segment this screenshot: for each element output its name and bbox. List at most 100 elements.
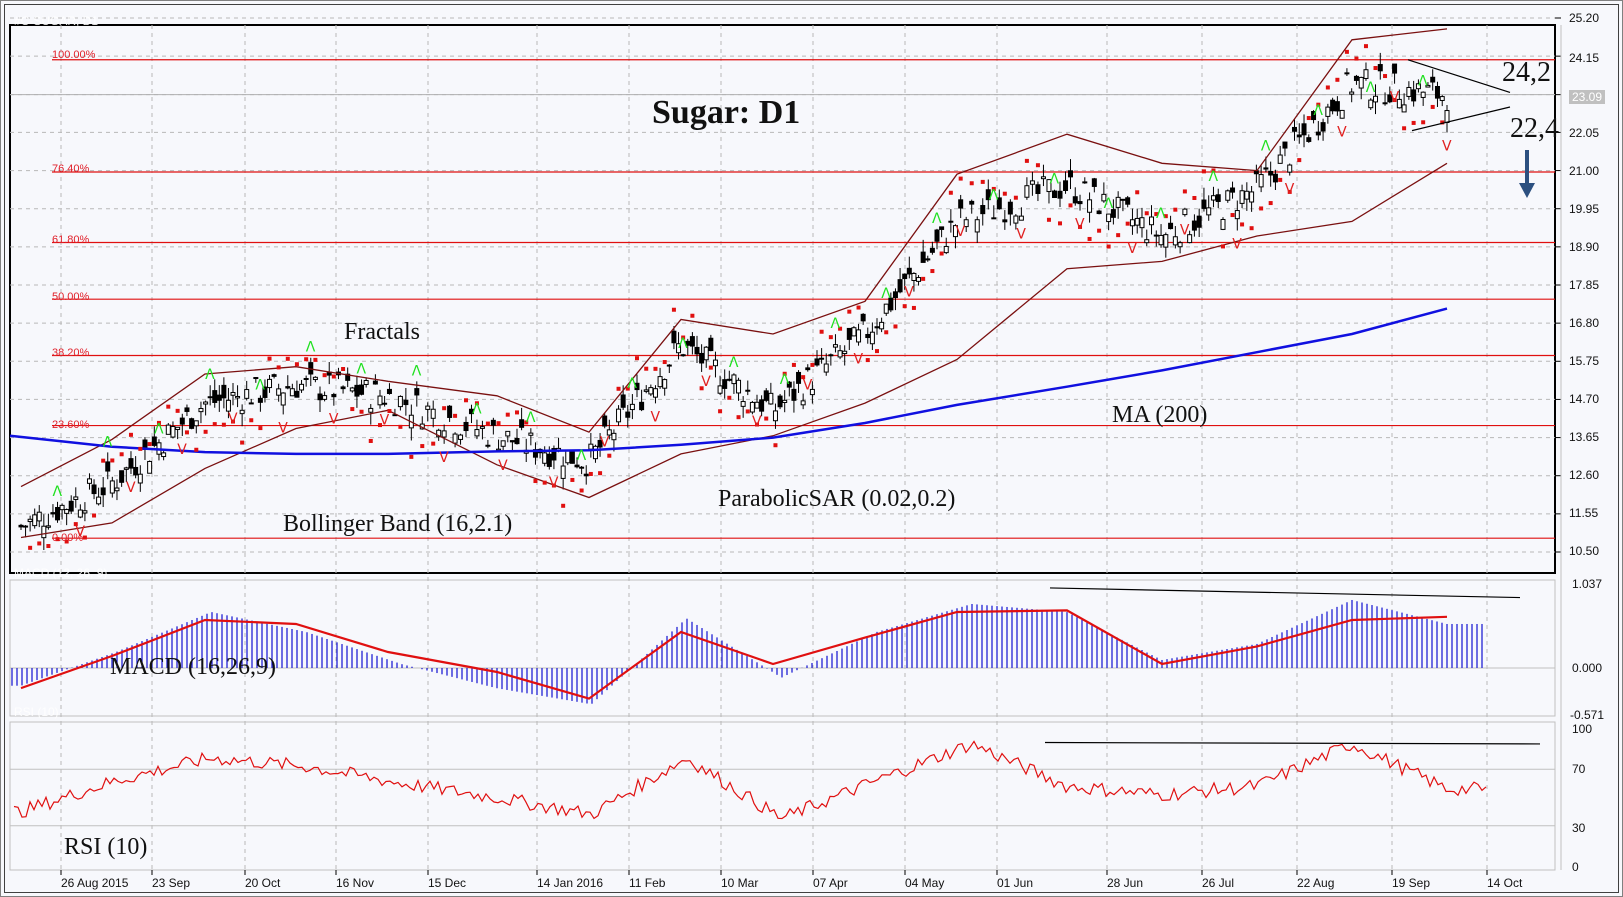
svg-text:V: V [278,420,288,436]
price-tick: 15.75 [1569,354,1600,368]
svg-text:Λ: Λ [205,367,215,383]
svg-text:Λ: Λ [780,372,790,388]
macd-tick: 0.000 [1572,661,1603,675]
fib-label-76: 76.40% [52,163,90,175]
macd-watermark: MACD (12, 26, 9) [14,566,108,580]
time-tick: 15 Dec [428,876,467,890]
macd-label: MACD (16,26,9) [110,654,276,680]
svg-text:Λ: Λ [830,316,840,332]
svg-text:V: V [177,442,187,458]
fib-label-0: 0.00% [52,532,84,544]
svg-text:Λ: Λ [1104,196,1114,212]
svg-text:Λ: Λ [306,340,316,356]
svg-text:Λ: Λ [1156,206,1166,222]
svg-text:Λ: Λ [1049,172,1059,188]
svg-text:Λ: Λ [103,434,113,450]
svg-text:V: V [1337,125,1347,141]
time-tick: 10 Mar [721,876,759,890]
svg-text:Λ: Λ [989,187,999,203]
svg-text:V: V [1390,90,1400,106]
fib-label-23: 23.60% [52,419,90,431]
rsi-tick: 100 [1572,722,1593,736]
price-tick: 18.90 [1569,240,1600,254]
svg-text:Λ: Λ [577,448,587,464]
svg-text:V: V [126,480,136,496]
fib-label-61: 61.80% [52,234,90,246]
svg-text:V: V [1442,139,1452,155]
bollinger-label: Bollinger Band (16,2.1) [283,511,513,537]
time-tick: 14 Jan 2016 [537,876,604,890]
svg-text:V: V [439,450,449,466]
svg-text:V: V [380,413,390,429]
rsi-tick: 30 [1572,821,1586,835]
svg-text:V: V [549,475,559,491]
svg-text:V: V [1075,217,1085,233]
macd-tick: -0.571 [1570,708,1605,722]
svg-text:V: V [650,409,660,425]
svg-text:V: V [75,524,85,540]
upper-level-label: 24,2 [1502,57,1551,88]
svg-text:Λ: Λ [154,421,164,437]
price-tick: 19.95 [1569,202,1600,216]
svg-text:V: V [854,352,864,368]
last-price-marker: 23.09 [1569,90,1606,104]
fractals-label: Fractals [344,319,420,345]
svg-text:V: V [752,414,762,430]
sar-label: ParabolicSAR (0.02,0.2) [718,486,956,512]
svg-text:Λ: Λ [1418,73,1428,89]
svg-text:Λ: Λ [881,286,891,302]
price-tick: 13.65 [1569,430,1600,444]
symbol-watermark: #C-SUGAR, D1 [14,14,99,28]
price-tick: 12.60 [1569,468,1600,482]
rsi-tick: 0 [1572,860,1579,874]
svg-text:Λ: Λ [932,211,942,227]
svg-text:Λ: Λ [526,410,536,426]
fib-label-50: 50.00% [52,291,90,303]
svg-text:V: V [701,374,711,390]
lower-level-label: 22,4 [1510,113,1559,144]
svg-text:V: V [498,458,508,474]
time-tick: 28 Jun [1107,876,1144,890]
svg-text:Λ: Λ [53,484,63,500]
svg-text:Λ: Λ [1261,139,1271,155]
svg-text:Λ: Λ [1366,80,1376,96]
svg-text:Λ: Λ [627,376,637,392]
rsi-label: RSI (10) [64,834,148,860]
candles [18,52,1450,550]
svg-text:Λ: Λ [729,355,739,371]
svg-text:Λ: Λ [357,361,367,377]
svg-text:Λ: Λ [255,377,265,393]
price-tick: 16.80 [1569,316,1600,330]
svg-text:V: V [956,224,966,240]
svg-text:V: V [904,284,914,300]
svg-text:V: V [1232,237,1242,253]
time-tick: 22 Aug [1297,876,1335,890]
svg-text:V: V [1180,223,1190,239]
svg-text:V: V [1016,226,1026,242]
price-tick: 24.15 [1569,51,1600,65]
chart-title: Sugar: D1 [652,94,801,131]
time-tick: 16 Nov [336,876,375,890]
time-tick: 26 Jul [1202,876,1235,890]
fib-label-100: 100.00% [52,49,96,61]
svg-text:V: V [803,378,813,394]
price-tick: 25.20 [1569,11,1600,25]
svg-text:V: V [329,412,339,428]
svg-text:V: V [1127,241,1137,257]
svg-text:Λ: Λ [472,402,482,418]
time-tick: 20 Oct [245,876,281,890]
rsi-tick: 70 [1572,762,1586,776]
time-tick: 04 May [905,876,945,890]
price-tick: 22.05 [1569,126,1600,140]
svg-text:V: V [1285,182,1295,198]
time-tick: 01 Jun [997,876,1034,890]
svg-text:V: V [228,411,238,427]
macd-tick: 1.037 [1572,577,1603,591]
time-tick: 26 Aug 2015 [61,876,129,890]
price-tick: 14.70 [1569,392,1600,406]
time-tick: 07 Apr [813,876,848,890]
rsi-watermark: RSI (10) [14,705,59,719]
price-tick: 10.50 [1569,544,1600,558]
svg-text:Λ: Λ [678,336,688,352]
